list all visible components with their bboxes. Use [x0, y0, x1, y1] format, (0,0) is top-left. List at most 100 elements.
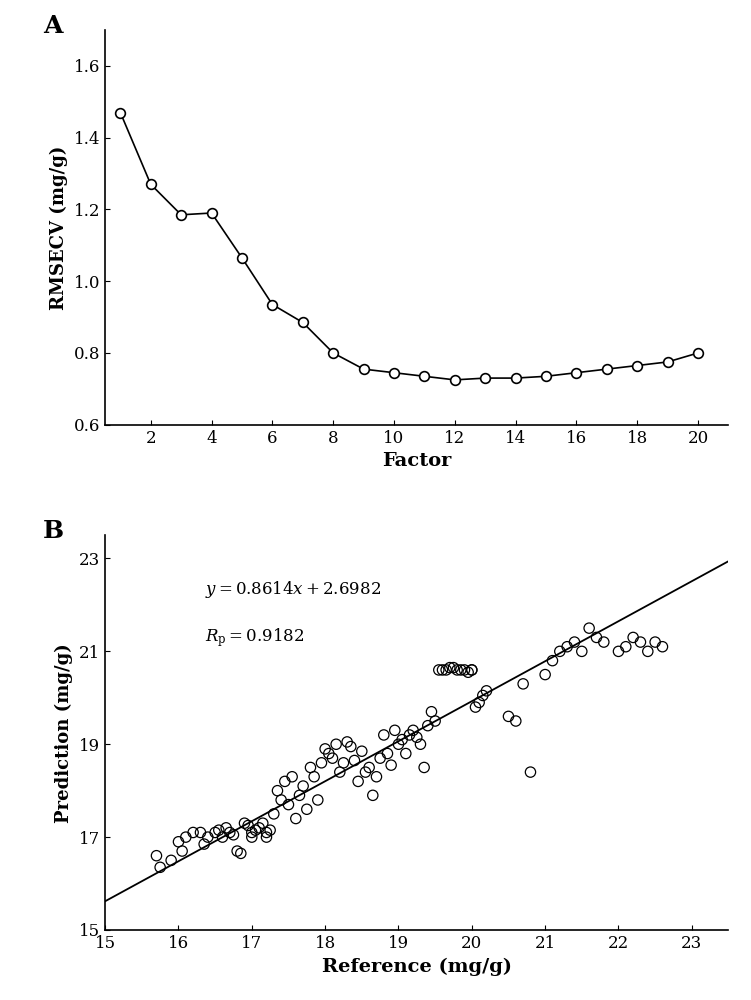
Point [220, 820, 232, 836]
Point [176, 843, 189, 859]
Point [154, 859, 166, 875]
Point [356, 743, 368, 759]
Point [403, 727, 415, 743]
Point [576, 643, 588, 659]
Point [458, 662, 470, 678]
Text: A: A [43, 14, 62, 38]
Point [385, 757, 397, 773]
Point [165, 852, 177, 868]
Point [198, 836, 210, 852]
Point [422, 718, 434, 734]
Text: $y = 0.8614x + 2.6982$: $y = 0.8614x + 2.6982$ [205, 579, 381, 600]
Point [187, 824, 199, 840]
Y-axis label: Prediction (mg/g): Prediction (mg/g) [56, 643, 74, 823]
Point [433, 662, 445, 678]
Point [473, 694, 485, 710]
Point [440, 662, 452, 678]
Point [444, 660, 456, 676]
Point [271, 783, 283, 799]
Point [261, 824, 273, 840]
Point [228, 827, 240, 843]
Point [345, 739, 357, 755]
Point [304, 759, 316, 775]
Point [418, 759, 430, 775]
Point [246, 829, 258, 845]
Point [202, 829, 214, 845]
Point [469, 699, 481, 715]
Point [268, 806, 280, 822]
Point [389, 722, 401, 738]
Point [246, 824, 258, 840]
Point [264, 822, 276, 838]
Point [448, 660, 460, 676]
Point [382, 746, 394, 762]
Point [261, 829, 273, 845]
Point [290, 811, 302, 827]
Point [517, 676, 529, 692]
Point [209, 824, 221, 840]
Point [426, 704, 438, 720]
Point [656, 639, 668, 655]
Point [327, 750, 339, 766]
Point [363, 759, 376, 775]
Text: B: B [43, 519, 64, 543]
Point [583, 620, 595, 636]
Point [150, 848, 162, 864]
Point [415, 736, 427, 752]
Point [649, 634, 661, 650]
Point [393, 736, 405, 752]
Point [282, 797, 294, 813]
Point [249, 822, 261, 838]
Point [312, 792, 324, 808]
Point [224, 824, 236, 840]
Point [539, 667, 551, 683]
Point [179, 829, 192, 845]
Point [620, 639, 632, 655]
Point [547, 653, 559, 669]
Point [407, 722, 419, 738]
Point [411, 729, 423, 745]
X-axis label: Factor: Factor [382, 452, 451, 470]
Point [396, 732, 408, 748]
Point [466, 662, 478, 678]
Point [195, 824, 207, 840]
Point [477, 687, 489, 703]
Point [553, 643, 566, 659]
Point [330, 736, 342, 752]
Point [429, 713, 441, 729]
Point [239, 815, 251, 831]
Point [524, 764, 536, 780]
Point [502, 708, 514, 724]
Point [231, 843, 243, 859]
Point [481, 683, 493, 699]
Point [451, 662, 463, 678]
Point [561, 639, 573, 655]
Point [315, 755, 327, 771]
Point [213, 822, 225, 838]
Point [348, 752, 360, 768]
Point [235, 845, 247, 861]
Point [253, 820, 265, 836]
Point [635, 634, 647, 650]
Point [286, 769, 298, 785]
Point [301, 801, 313, 817]
Point [360, 764, 372, 780]
X-axis label: Reference (mg/g): Reference (mg/g) [322, 957, 511, 976]
Point [462, 664, 474, 680]
Point [455, 662, 467, 678]
Point [569, 634, 581, 650]
Point [436, 662, 448, 678]
Point [279, 773, 291, 789]
Point [374, 750, 386, 766]
Point [352, 773, 364, 789]
Point [400, 746, 412, 762]
Point [466, 662, 478, 678]
Point [308, 769, 320, 785]
Point [510, 713, 522, 729]
Point [337, 755, 349, 771]
Point [319, 741, 331, 757]
Point [333, 764, 345, 780]
Point [275, 792, 287, 808]
Y-axis label: RMSECV (mg/g): RMSECV (mg/g) [50, 145, 68, 310]
Point [598, 634, 610, 650]
